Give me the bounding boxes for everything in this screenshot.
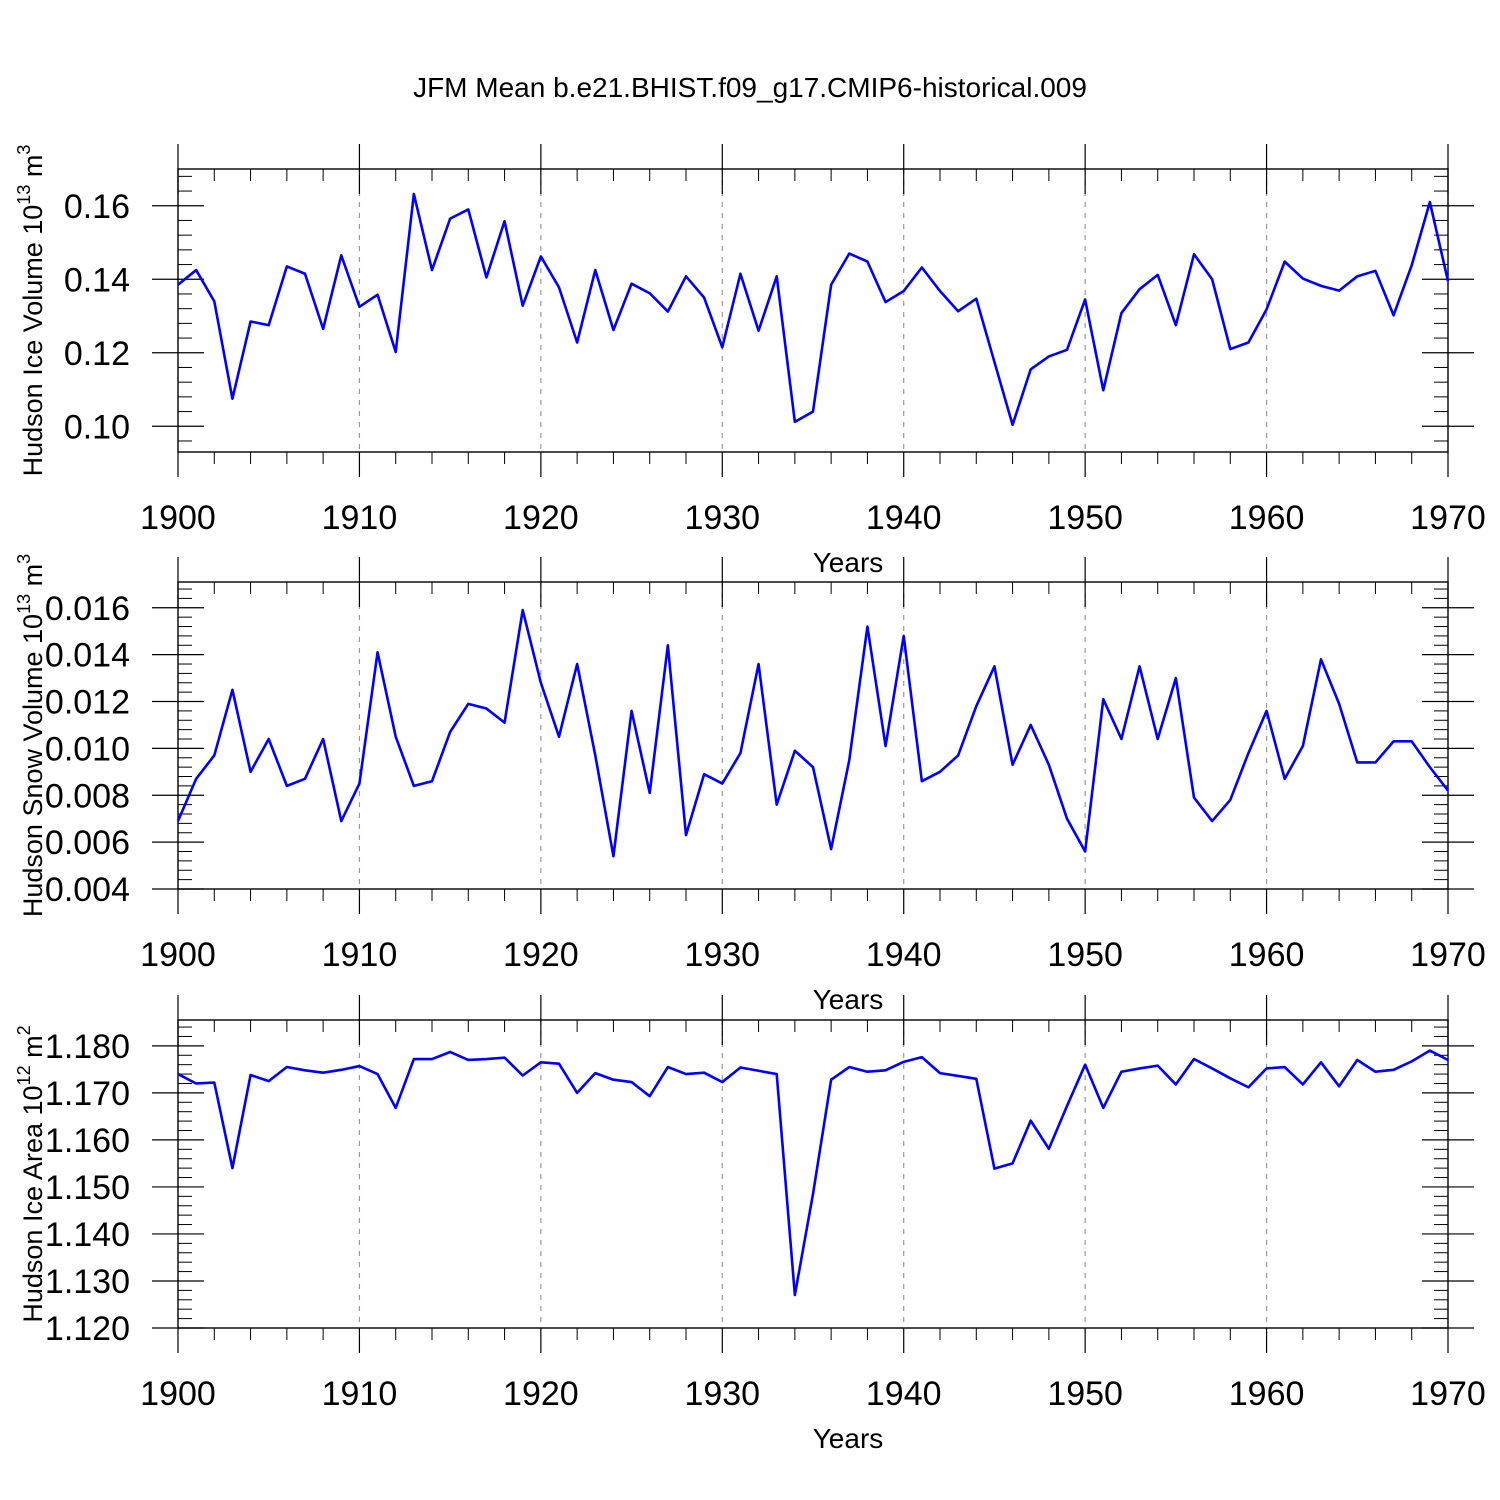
x-tick-label: 1940 — [866, 1375, 942, 1413]
x-tick-label: 1940 — [866, 936, 942, 974]
y-axis-title: Hudson Snow Volume 1013 m3 — [14, 554, 48, 917]
x-tick-label: 1900 — [140, 936, 216, 974]
x-tick-label: 1920 — [503, 1375, 579, 1413]
x-tick-label: 1960 — [1229, 1375, 1305, 1413]
x-tick-label: 1910 — [322, 499, 398, 537]
x-tick-label: 1910 — [322, 936, 398, 974]
y-axis-title: Hudson Ice Area 1012 m2 — [14, 1025, 48, 1322]
x-tick-label: 1930 — [684, 936, 760, 974]
x-tick-label: 1940 — [866, 499, 942, 537]
x-tick-label: 1920 — [503, 499, 579, 537]
plot-frame — [177, 168, 1449, 453]
y-tick-label: 0.014 — [45, 637, 130, 675]
x-axis-title: Years — [813, 547, 884, 578]
y-tick-label: 1.140 — [45, 1216, 130, 1254]
y-tick-label: 1.160 — [45, 1122, 130, 1160]
y-tick-label: 0.004 — [45, 871, 130, 909]
x-tick-label: 1900 — [140, 499, 216, 537]
y-tick-label: 1.150 — [45, 1169, 130, 1207]
series-line — [177, 1049, 1449, 1297]
y-tick-label: 1.120 — [45, 1310, 130, 1348]
figure-title: JFM Mean b.e21.BHIST.f09_g17.CMIP6-histo… — [413, 72, 1087, 103]
y-tick-label: 0.012 — [45, 684, 130, 722]
y-tick-label: 1.170 — [45, 1075, 130, 1113]
x-tick-label: 1950 — [1047, 499, 1123, 537]
x-tick-label: 1950 — [1047, 936, 1123, 974]
plot-frame — [177, 581, 1449, 890]
plot-frame — [177, 1019, 1449, 1329]
x-tick-label: 1970 — [1410, 499, 1486, 537]
x-tick-label: 1960 — [1229, 936, 1305, 974]
y-tick-label: 0.016 — [45, 590, 130, 628]
y-tick-label: 0.008 — [45, 777, 130, 815]
y-tick-label: 0.006 — [45, 824, 130, 862]
y-tick-label: 0.010 — [45, 730, 130, 768]
y-tick-label: 0.10 — [64, 408, 130, 446]
x-tick-label: 1930 — [684, 499, 760, 537]
panel-snow-volume: 1900 1910 1920 1930 1940 1950 1960 1970 0.004 0.0… — [14, 554, 1486, 1015]
series-line — [177, 192, 1450, 427]
x-tick-label: 1920 — [503, 936, 579, 974]
series-line — [176, 608, 1450, 858]
y-tick-label: 0.16 — [64, 188, 130, 226]
y-tick-label: 0.12 — [64, 335, 130, 373]
y-tick-label: 1.130 — [45, 1263, 130, 1301]
y-tick-label: 1.180 — [45, 1028, 130, 1066]
x-tick-label: 1950 — [1047, 1375, 1123, 1413]
panels: 1900 1910 1920 1930 1940 1950 1960 1970 0.10 0.12… — [14, 144, 1486, 1454]
x-axis-title: Years — [813, 1423, 884, 1454]
y-axis-title: Hudson Ice Volume 1013 m3 — [14, 145, 48, 477]
y-tick-label: 0.14 — [64, 261, 130, 299]
x-axis-title: Years — [813, 984, 884, 1015]
x-tick-label: 1970 — [1410, 936, 1486, 974]
x-tick-label: 1970 — [1410, 1375, 1486, 1413]
x-tick-label: 1930 — [684, 1375, 760, 1413]
panel-ice-volume: 1900 1910 1920 1930 1940 1950 1960 1970 0.10 0.12… — [14, 144, 1486, 578]
x-tick-label: 1910 — [322, 1375, 398, 1413]
panel-ice-area: 1900 1910 1920 1930 1940 1950 1960 1970 1.120 1.1… — [14, 995, 1486, 1454]
x-tick-label: 1900 — [140, 1375, 216, 1413]
x-tick-label: 1960 — [1229, 499, 1305, 537]
